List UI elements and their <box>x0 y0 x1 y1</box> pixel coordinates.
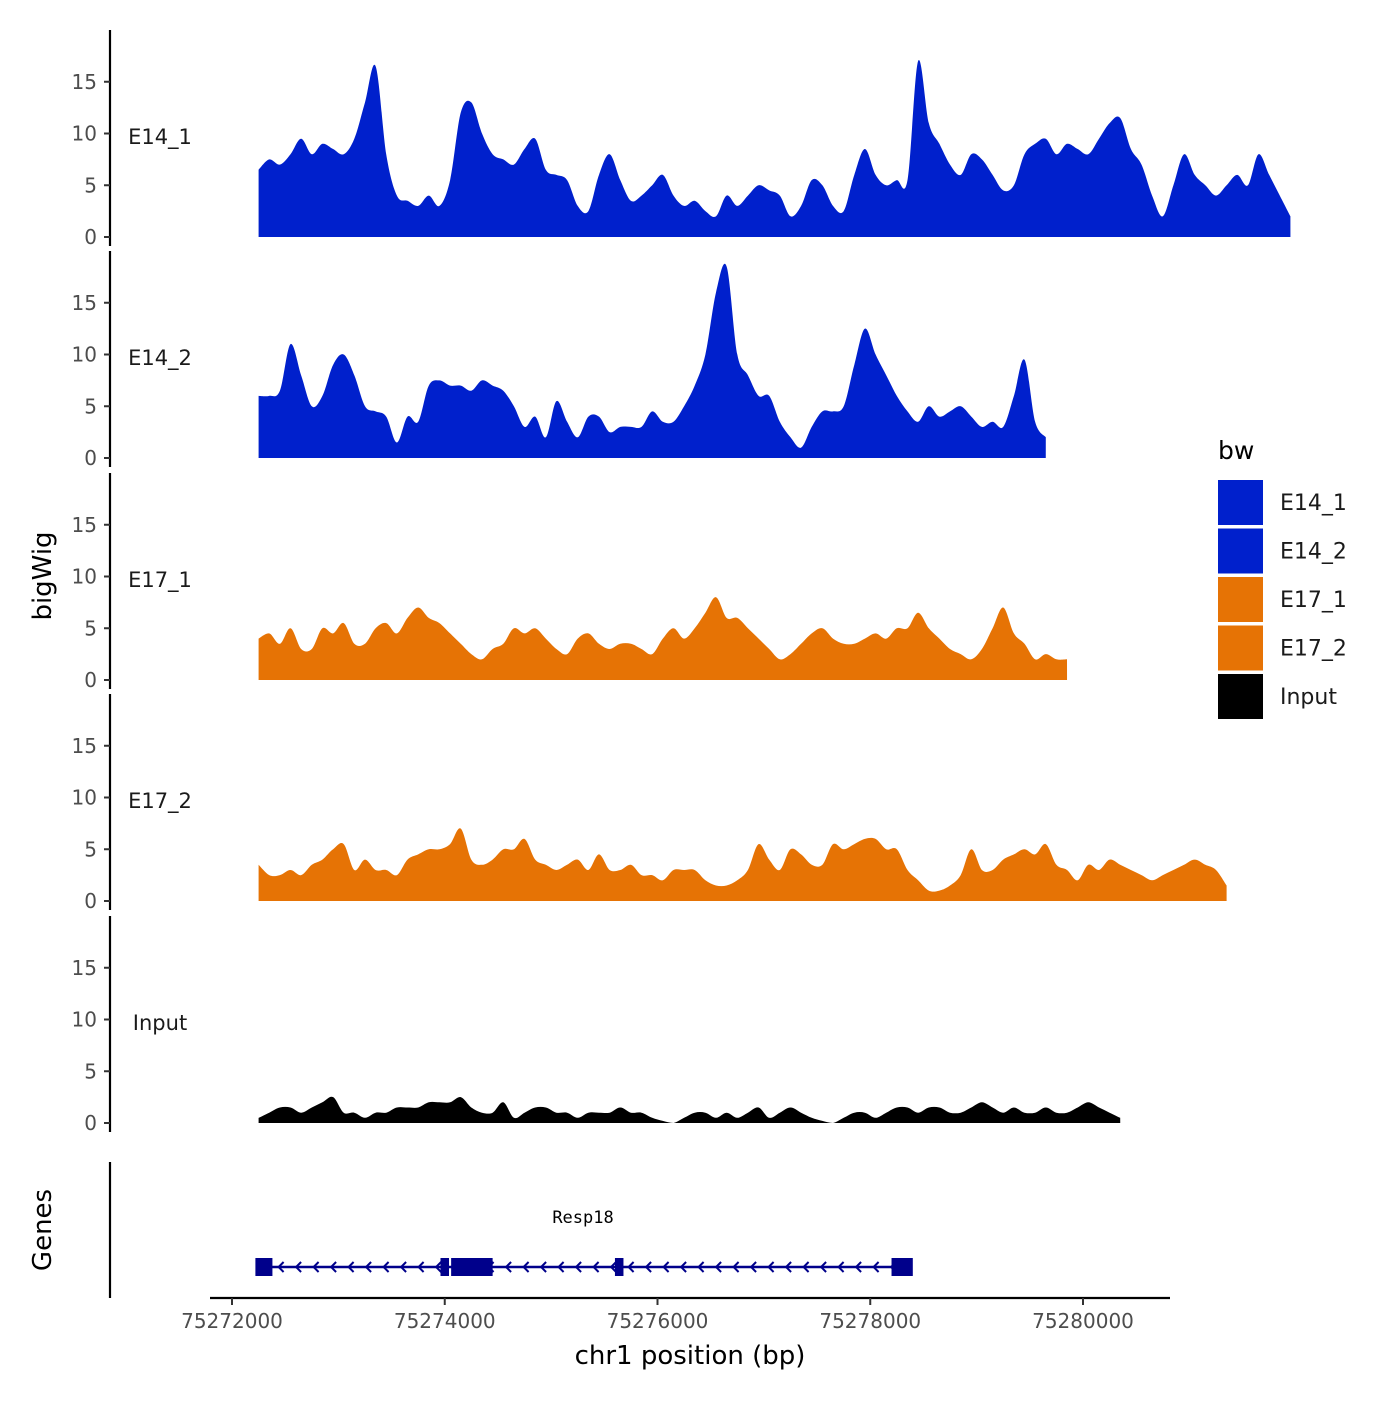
y-tick-label-input-5: 5 <box>84 1059 97 1083</box>
track-panel-e17-1: 0 5 10 15 E17_1 <box>72 473 1068 692</box>
track-panel-e17-2: 0 5 10 15 E17_2 <box>72 694 1227 913</box>
strand-chevron-2 <box>312 1261 320 1273</box>
strand-chevron-31 <box>819 1261 827 1273</box>
y-tick-label-input-10: 10 <box>72 1008 97 1032</box>
strand-chevron-14 <box>522 1261 530 1273</box>
track-label-input: Input <box>133 1011 187 1035</box>
strand-chevron-26 <box>732 1261 740 1273</box>
legend-swatch-e14-2 <box>1218 528 1263 574</box>
legend-label-input: Input <box>1280 685 1337 710</box>
strand-chevron-6 <box>382 1261 390 1273</box>
strand-chevron-33 <box>854 1261 862 1273</box>
exon-resp18-3 <box>451 1258 493 1276</box>
y-tick-label-e14-2-5: 5 <box>84 394 97 418</box>
track-label-e17-2: E17_2 <box>128 789 192 814</box>
strand-chevron-9 <box>434 1261 442 1273</box>
y-tick-label-e17-1-10: 10 <box>72 565 97 589</box>
y-tick-label-e14-2-15: 15 <box>72 291 97 315</box>
y-tick-label-e17-1-15: 15 <box>72 513 97 537</box>
y-tick-label-e14-1-15: 15 <box>72 70 97 94</box>
legend-swatch-e17-1 <box>1218 577 1263 622</box>
track-panel-e14-1: 0 5 10 15 E14_1 <box>72 30 1291 249</box>
strand-chevron-34 <box>872 1261 880 1273</box>
y-tick-label-e17-1-0: 0 <box>84 668 97 692</box>
exon-resp18-2 <box>440 1258 450 1276</box>
y-tick-label-e14-2-0: 0 <box>84 446 97 470</box>
strand-chevron-4 <box>347 1261 355 1273</box>
strand-chevron-15 <box>539 1261 547 1273</box>
strand-chevron-32 <box>837 1261 845 1273</box>
strand-chevron-22 <box>662 1261 670 1273</box>
track-label-e14-1: E14_1 <box>128 125 192 150</box>
gene-label-resp18: Resp18 <box>552 1208 613 1228</box>
legend-label-e17-1: E17_1 <box>1280 588 1347 613</box>
x-axis: 75272000 75274000 75276000 75278000 75280000 <box>181 1296 1170 1333</box>
exon-resp18-1 <box>255 1258 273 1276</box>
strand-chevron-8 <box>417 1261 425 1273</box>
area-series-e14-1 <box>258 60 1291 237</box>
area-series-e14-2 <box>258 263 1046 458</box>
y-axis-title-genes: Genes <box>28 1189 58 1271</box>
legend-swatch-e17-2 <box>1218 625 1263 671</box>
strand-chevron-28 <box>767 1261 775 1273</box>
track-panels: 0 5 10 15 E14_1 0 5 10 15 E14_2 0 5 10 15 E17_1 0 5 10 15 E… <box>72 30 1291 1135</box>
strand-chevron-23 <box>679 1261 687 1273</box>
strand-chevron-0 <box>277 1261 285 1273</box>
genes-panel: Resp18 <box>108 1162 913 1298</box>
y-tick-label-e17-1-5: 5 <box>84 616 97 640</box>
strand-chevron-24 <box>697 1261 705 1273</box>
y-tick-label-e14-2-10: 10 <box>72 343 97 367</box>
y-tick-label-e17-2-10: 10 <box>72 786 97 810</box>
y-tick-label-e14-1-10: 10 <box>72 122 97 146</box>
legend-label-e17-2: E17_2 <box>1280 637 1347 662</box>
strand-chevron-29 <box>784 1261 792 1273</box>
strand-chevron-18 <box>592 1261 600 1273</box>
legend-swatch-input <box>1218 674 1263 719</box>
gene-features: Resp18 <box>255 1208 913 1276</box>
x-tick-label-75272000: 75272000 <box>181 1309 283 1333</box>
x-tick-label-75280000: 75280000 <box>1032 1309 1134 1333</box>
x-tick-label-75278000: 75278000 <box>819 1309 921 1333</box>
exon-resp18-4 <box>614 1258 624 1276</box>
strand-chevron-21 <box>644 1261 652 1273</box>
strand-chevron-27 <box>749 1261 757 1273</box>
track-label-e17-1: E17_1 <box>128 568 192 593</box>
legend-swatch-e14-1 <box>1218 480 1263 525</box>
y-tick-label-e17-2-5: 5 <box>84 837 97 861</box>
area-series-e17-1 <box>258 597 1068 680</box>
strand-chevron-19 <box>609 1261 617 1273</box>
exon-resp18-5 <box>891 1258 913 1276</box>
track-panel-input: 0 5 10 15 Input <box>72 916 1121 1135</box>
legend-label-e14-2: E14_2 <box>1280 540 1347 565</box>
legend: bw E14_1 E14_2 E17_1 E17_2 Input <box>1218 436 1347 719</box>
x-tick-label-75276000: 75276000 <box>607 1309 709 1333</box>
strand-chevron-17 <box>574 1261 582 1273</box>
strand-chevron-13 <box>504 1261 512 1273</box>
y-tick-label-e17-2-0: 0 <box>84 889 97 913</box>
track-panel-e14-2: 0 5 10 15 E14_2 <box>72 251 1046 470</box>
x-axis-title: chr1 position (bp) <box>575 1341 806 1371</box>
y-tick-label-e17-2-15: 15 <box>72 734 97 758</box>
y-tick-label-e14-1-5: 5 <box>84 173 97 197</box>
strand-chevron-25 <box>714 1261 722 1273</box>
x-tick-label-75274000: 75274000 <box>394 1309 496 1333</box>
area-series-input <box>258 1096 1121 1123</box>
legend-title: bw <box>1218 436 1254 465</box>
y-axis-title-bigwig: bigWig <box>28 531 58 620</box>
strand-chevron-7 <box>399 1261 407 1273</box>
track-label-e14-2: E14_2 <box>128 346 192 371</box>
y-tick-label-input-0: 0 <box>84 1111 97 1135</box>
y-tick-label-e14-1-0: 0 <box>84 225 97 249</box>
strand-chevron-30 <box>802 1261 810 1273</box>
area-series-e17-2 <box>258 828 1227 901</box>
strand-chevron-3 <box>329 1261 337 1273</box>
strand-chevron-16 <box>557 1261 565 1273</box>
strand-chevron-20 <box>627 1261 635 1273</box>
strand-chevron-5 <box>364 1261 372 1273</box>
strand-chevron-1 <box>294 1261 302 1273</box>
legend-label-e14-1: E14_1 <box>1280 491 1347 516</box>
y-tick-label-input-15: 15 <box>72 956 97 980</box>
